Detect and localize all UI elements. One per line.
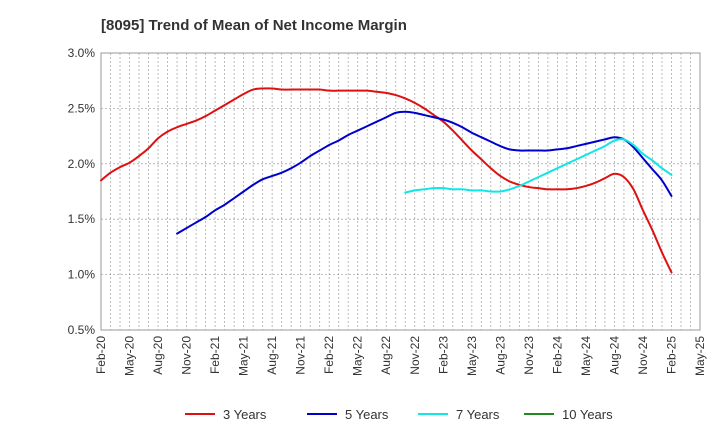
x-tick-label: Nov-20: [180, 336, 194, 375]
grid: [101, 53, 700, 330]
y-axis-ticks: 0.5% 1.0% 1.5% 2.0% 2.5% 3.0%: [68, 46, 96, 337]
x-tick-label: May-24: [579, 336, 593, 376]
x-tick-label: Aug-22: [379, 336, 393, 375]
series-line-7-years: [404, 138, 673, 194]
legend: 3 Years 5 Years 7 Years 10 Years: [185, 407, 613, 422]
x-tick-label: May-21: [237, 336, 251, 376]
x-tick-label: Feb-25: [664, 336, 678, 374]
x-tick-label: Nov-24: [636, 336, 650, 375]
y-tick-label: 2.0%: [68, 157, 96, 171]
x-tick-label: May-20: [123, 336, 137, 376]
x-tick-label: Aug-20: [151, 336, 165, 375]
chart-title: [8095] Trend of Mean of Net Income Margi…: [101, 17, 407, 34]
legend-label: 10 Years: [562, 407, 613, 422]
y-tick-label: 0.5%: [68, 323, 96, 337]
y-tick-label: 3.0%: [68, 46, 96, 60]
x-tick-label: Nov-21: [294, 336, 308, 375]
legend-label: 7 Years: [456, 407, 500, 422]
x-tick-label: Feb-23: [436, 336, 450, 374]
x-tick-label: May-23: [465, 336, 479, 376]
x-tick-label: Nov-22: [408, 336, 422, 375]
y-tick-label: 2.5%: [68, 101, 96, 115]
x-tick-label: Nov-23: [522, 336, 536, 375]
x-tick-label: Aug-24: [607, 336, 621, 375]
legend-label: 5 Years: [345, 407, 389, 422]
x-axis-ticks: Feb-20 May-20 Aug-20 Nov-20 Feb-21 May-21 Aug-…: [94, 336, 707, 376]
series-lines: [100, 87, 673, 274]
x-tick-label: May-25: [693, 336, 707, 376]
x-tick-label: Aug-21: [265, 336, 279, 375]
x-tick-label: Feb-21: [208, 336, 222, 374]
plot-frame: [100, 52, 701, 331]
y-tick-label: 1.0%: [68, 268, 96, 282]
x-tick-label: Feb-24: [550, 336, 564, 374]
legend-label: 3 Years: [223, 407, 267, 422]
x-tick-label: Aug-23: [493, 336, 507, 375]
x-tick-label: May-22: [351, 336, 365, 376]
series-line-5-years: [176, 110, 673, 235]
x-tick-label: Feb-20: [94, 336, 108, 374]
x-tick-label: Feb-22: [322, 336, 336, 374]
y-tick-label: 1.5%: [68, 212, 96, 226]
series-line-3-years: [100, 87, 673, 274]
